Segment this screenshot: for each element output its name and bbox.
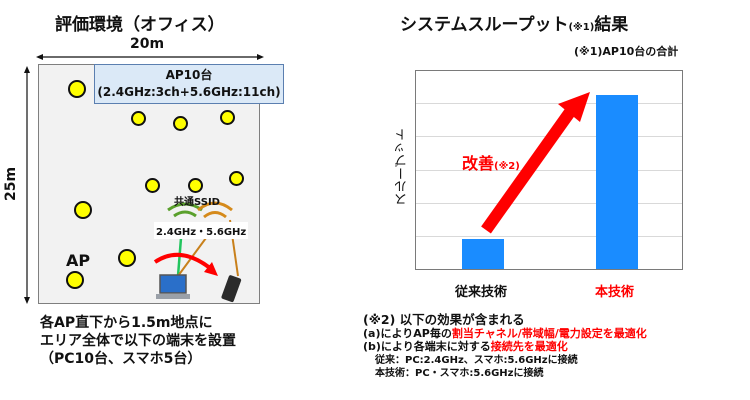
gridline <box>416 203 682 204</box>
band-label: 2.4GHz・5.6GHz <box>154 222 249 239</box>
ap-marker <box>131 111 146 126</box>
ap-marker <box>66 271 84 289</box>
ap-marker <box>118 249 136 267</box>
note-b-prefix: (b)により各端末に対する <box>363 340 491 353</box>
notes-heading: (※2) 以下の効果が含まれる <box>363 312 525 327</box>
gridline <box>416 236 682 237</box>
gridline <box>416 103 682 104</box>
note-b: (b)により各端末に対する接続先を最適化 <box>363 340 647 354</box>
ap-marker <box>68 80 86 98</box>
height-arrow-icon <box>24 66 30 304</box>
description-line: （PC10台、スマホ5台） <box>40 351 202 367</box>
improvement-arrow-icon <box>481 92 590 234</box>
ap-marker <box>145 178 160 193</box>
ssid-label: 共通SSID <box>174 197 220 208</box>
chart-title-main: システムスループット <box>400 15 569 35</box>
ap-marker <box>188 178 203 193</box>
x-label-conventional: 従来技術 <box>455 285 508 300</box>
bar-conventional <box>462 239 504 269</box>
chart-title-end: 結果 <box>594 15 629 35</box>
improvement-label: 改善(※2) <box>462 150 520 174</box>
smartphone-icon <box>221 275 242 303</box>
note-a: (a)によりAP毎の割当チャネル/帯域幅/電力設定を最適化 <box>363 327 647 341</box>
description-line: 各AP直下から1.5m地点に <box>40 315 213 331</box>
env-title: 評価環境（オフィス） <box>55 15 225 35</box>
ap-marker <box>173 116 188 131</box>
note-conventional: 従来：PC:2.4GHz、スマホ:5.6GHzに接続 <box>375 354 578 366</box>
note-b-highlight: 接続先を最適化 <box>490 340 568 353</box>
bar-proposed <box>596 95 638 269</box>
ap-info-box: AP10台 (2.4GHz:3ch+5.6GHz:11ch) <box>94 64 284 104</box>
chart-title: システムスループット(※1)結果 <box>400 10 628 35</box>
ssid-signal-icon <box>153 201 239 277</box>
x-label-proposed: 本技術 <box>595 285 635 300</box>
description-line: エリア全体で以下の端末を設置 <box>40 333 236 349</box>
chart-title-sup: (※1) <box>568 22 595 33</box>
ap-count: AP10台 <box>165 68 213 82</box>
improvement-text: 改善 <box>462 154 495 173</box>
ap-marker <box>220 110 235 125</box>
width-arrow-icon <box>36 54 264 60</box>
laptop-icon <box>156 274 190 299</box>
ap-label: AP <box>66 251 91 270</box>
notes-block: (※2) 以下の効果が含まれる (a)によりAP毎の割当チャネル/帯域幅/電力設… <box>363 313 647 381</box>
note-proposed: 本技術：PC・スマホ:5.6GHzに接続 <box>375 368 544 379</box>
height-label: 25m <box>3 166 20 202</box>
env-description: 各AP直下から1.5m地点に エリア全体で以下の端末を設置 （PC10台、スマホ… <box>40 314 236 368</box>
improvement-sup: (※2) <box>494 161 520 172</box>
width-label: 20m <box>130 36 165 52</box>
chart-frame <box>415 70 683 270</box>
note-a-prefix: (a)によりAP毎の <box>363 326 452 340</box>
ap-channels: (2.4GHz:3ch+5.6GHz:11ch) <box>97 85 281 99</box>
ap-marker <box>74 201 92 219</box>
footnote-1: (※1)AP10台の合計 <box>574 45 679 58</box>
gridline <box>416 170 682 171</box>
note-a-highlight: 割当チャネル/帯域幅/電力設定を最適化 <box>451 326 647 340</box>
ap-marker <box>229 171 244 186</box>
y-axis-label: スループット <box>395 128 410 206</box>
